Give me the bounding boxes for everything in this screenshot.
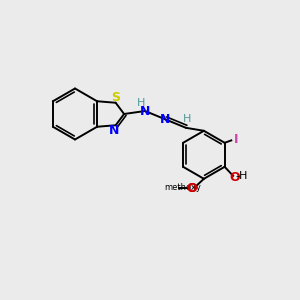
Text: O: O — [230, 170, 241, 184]
Text: N: N — [140, 104, 150, 118]
Text: O: O — [186, 182, 196, 195]
Text: S: S — [112, 91, 121, 104]
Text: -H: -H — [235, 171, 248, 182]
Text: O: O — [187, 182, 197, 195]
Text: H: H — [183, 114, 192, 124]
Text: N: N — [109, 124, 119, 137]
Text: H: H — [137, 98, 146, 108]
Text: N: N — [160, 113, 171, 126]
Text: methoxy: methoxy — [164, 183, 201, 192]
Text: I: I — [234, 133, 238, 146]
